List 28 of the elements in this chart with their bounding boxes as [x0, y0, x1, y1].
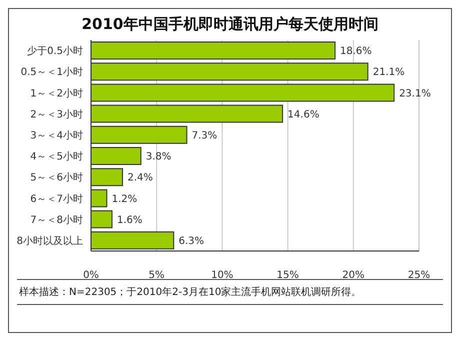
data-label: 18.6% — [340, 46, 372, 58]
y-tick-label: 1～＜2小时 — [30, 87, 83, 100]
x-tick-label: 20% — [342, 270, 365, 282]
y-tick-label: 8小时以及以上 — [16, 235, 83, 247]
data-label: 21.1% — [372, 67, 405, 78]
y-tick-label: 2～＜3小时 — [30, 108, 83, 120]
data-label: 6.3% — [178, 236, 204, 247]
y-tick-label: 7～＜8小时 — [30, 214, 83, 226]
x-tick-label: 15% — [276, 270, 299, 282]
text: 样本描述：N=22305；于2010年2-3月在10家主流手机网站联机调研所得。 — [19, 286, 362, 299]
data-label: 3.8% — [146, 152, 172, 163]
data-label: 1.2% — [112, 194, 138, 205]
y-tick-label: 0.5～＜1小时 — [20, 66, 83, 78]
data-label: 7.3% — [192, 130, 218, 142]
y-tick-label: 4～＜5小时 — [30, 150, 83, 163]
y-tick-label: 5～＜6小时 — [30, 172, 83, 184]
data-label: 1.6% — [116, 214, 142, 226]
x-tick-label: 25% — [408, 270, 430, 282]
y-tick-label: 6～＜7小时 — [30, 192, 83, 205]
chart-title: 2010年中国手机即时通讯用户每天使用时间 — [80, 15, 380, 34]
x-tick-label: 0% — [83, 270, 99, 282]
data-label: 2.4% — [127, 172, 153, 184]
data-label: 23.1% — [399, 88, 431, 100]
y-tick-label: 3～＜4小时 — [30, 130, 83, 142]
x-tick-label: 5% — [148, 270, 165, 282]
data-label: 14.6% — [288, 109, 320, 120]
y-tick-label: 少于0.5小时 — [27, 45, 83, 58]
x-tick-label: 10% — [211, 270, 234, 282]
